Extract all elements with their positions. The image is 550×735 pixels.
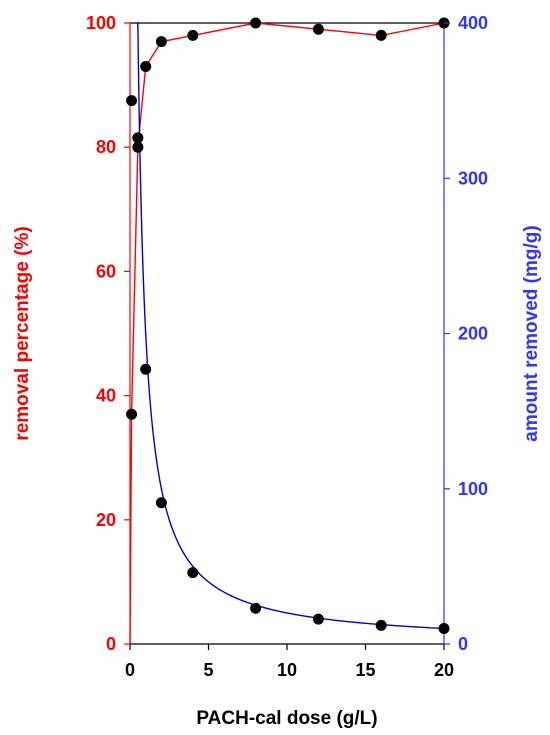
curves <box>129 22 445 645</box>
amount-removed-curve <box>136 22 445 630</box>
removal-percentage-point <box>312 23 324 35</box>
removal-percentage-point <box>187 29 199 41</box>
amount-removed-point <box>312 613 324 625</box>
right-y-axis-title: amount removed (mg/g) <box>521 225 542 441</box>
x-tick-label: 10 <box>277 660 297 680</box>
removal-percentage-point <box>140 60 152 72</box>
x-tick-label: 15 <box>355 660 375 680</box>
x-tick-label: 5 <box>203 660 213 680</box>
markers <box>126 17 450 634</box>
plot-frame <box>129 22 445 645</box>
x-axis-title: PACH-cal dose (g/L) <box>196 708 377 729</box>
amount-removed-point <box>126 95 138 107</box>
amount-removed-point <box>140 363 152 375</box>
amount-removed-point <box>187 567 199 579</box>
right-y-tick-label: 400 <box>458 13 488 33</box>
left-y-tick-label: 60 <box>96 261 116 281</box>
removal-percentage-point <box>375 29 387 41</box>
right-y-tick-label: 200 <box>458 324 488 344</box>
amount-removed-point <box>375 619 387 631</box>
left-y-tick-label: 40 <box>96 386 116 406</box>
left-y-tick-label: 100 <box>86 13 116 33</box>
left-y-tick-label: 20 <box>96 510 116 530</box>
right-y-tick-label: 100 <box>458 479 488 499</box>
right-y-tick-label: 300 <box>458 168 488 188</box>
x-tick-label: 20 <box>434 660 454 680</box>
amount-removed-point <box>132 132 144 144</box>
amount-removed-point <box>438 622 450 634</box>
amount-removed-point <box>155 497 167 509</box>
left-y-axis-title: removal percentage (%) <box>12 226 33 440</box>
left-y-tick-label: 80 <box>96 137 116 157</box>
removal-percentage-point <box>132 141 144 153</box>
left-y-tick-label: 0 <box>106 634 116 654</box>
removal-percentage-point <box>250 17 262 29</box>
amount-removed-point <box>250 602 262 614</box>
removal-percentage-line <box>129 22 445 645</box>
x-tick-label: 0 <box>125 660 135 680</box>
removal-percentage-point <box>126 408 138 420</box>
removal-percentage-point <box>155 36 167 48</box>
right-y-tick-label: 0 <box>458 634 468 654</box>
